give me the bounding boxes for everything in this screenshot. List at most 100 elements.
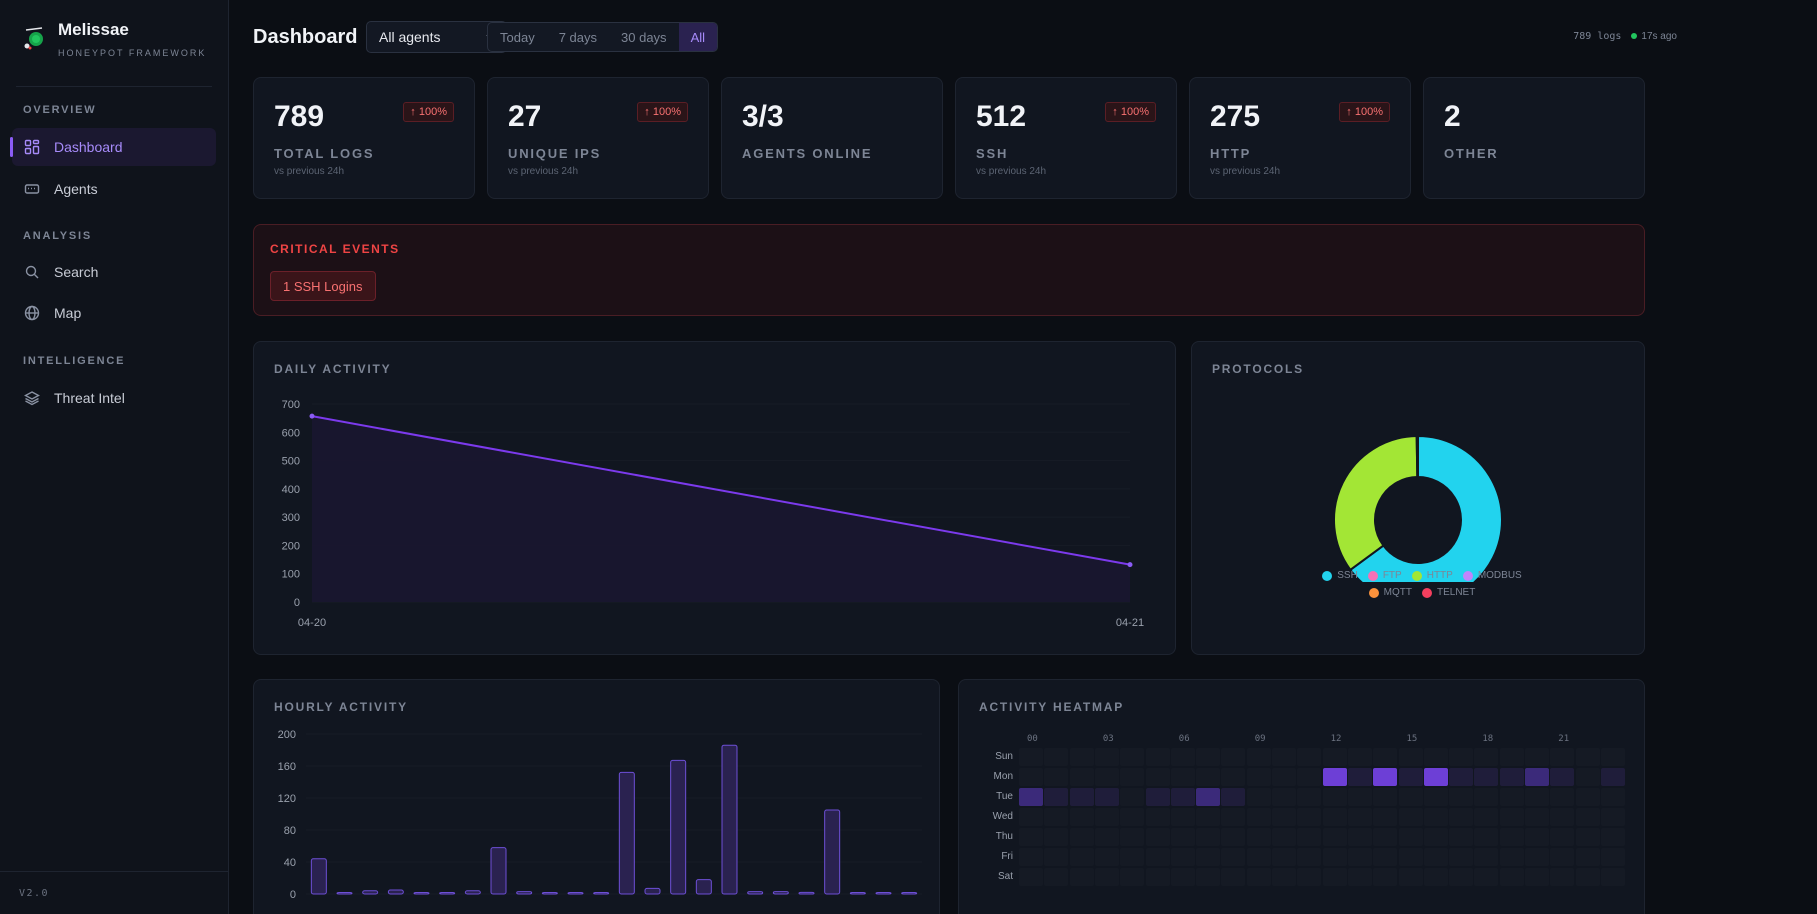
heatmap-cell[interactable] (1120, 808, 1145, 826)
range-7days-button[interactable]: 7 days (558, 29, 598, 45)
heatmap-cell[interactable] (1423, 788, 1448, 806)
heatmap-cell[interactable] (1449, 848, 1474, 866)
heatmap-cell[interactable] (1094, 768, 1119, 786)
heatmap-cell[interactable] (1221, 748, 1246, 766)
range-today-button[interactable]: Today (500, 29, 535, 45)
heatmap-cell[interactable] (1499, 848, 1524, 866)
heatmap-cell[interactable] (1373, 828, 1398, 846)
heatmap-cell[interactable] (1120, 748, 1145, 766)
heatmap-cell[interactable] (1120, 788, 1145, 806)
heatmap-cell[interactable] (1044, 848, 1069, 866)
heatmap-cell[interactable] (1094, 748, 1119, 766)
heatmap-cell[interactable] (1575, 848, 1600, 866)
heatmap-cell[interactable] (1600, 788, 1625, 806)
heatmap-cell[interactable] (1322, 848, 1347, 866)
heatmap-cell[interactable] (1246, 868, 1271, 886)
heatmap-cell[interactable] (1423, 828, 1448, 846)
agent-select[interactable]: All agents (366, 21, 507, 53)
heatmap-cell[interactable] (1499, 788, 1524, 806)
heatmap-cell[interactable] (1145, 788, 1170, 806)
heatmap-cell[interactable] (1170, 828, 1195, 846)
heatmap-cell[interactable] (1297, 828, 1322, 846)
heatmap-cell[interactable] (1575, 768, 1600, 786)
heatmap-cell[interactable] (1170, 868, 1195, 886)
heatmap-cell[interactable] (1120, 828, 1145, 846)
heatmap-cell[interactable] (1449, 868, 1474, 886)
heatmap-cell[interactable] (1322, 828, 1347, 846)
heatmap-cell[interactable] (1600, 748, 1625, 766)
legend-item-ssh[interactable]: SSH (1322, 570, 1358, 581)
range-all-button[interactable]: All (678, 23, 718, 51)
heatmap-cell[interactable] (1550, 828, 1575, 846)
heatmap-cell[interactable] (1094, 848, 1119, 866)
heatmap-cell[interactable] (1525, 768, 1549, 786)
heatmap-cell[interactable] (1347, 748, 1372, 766)
heatmap-cell[interactable] (1221, 808, 1246, 826)
heatmap-cell[interactable] (1196, 828, 1221, 846)
heatmap-cell[interactable] (1550, 748, 1575, 766)
heatmap-cell[interactable] (1449, 808, 1474, 826)
legend-item-http[interactable]: HTTP (1411, 570, 1453, 581)
heatmap-cell[interactable] (1246, 788, 1271, 806)
heatmap-cell[interactable] (1246, 748, 1271, 766)
heatmap-cell[interactable] (1246, 808, 1271, 826)
heatmap-cell[interactable] (1145, 768, 1170, 786)
heatmap-cell[interactable] (1019, 768, 1043, 786)
heatmap-cell[interactable] (1170, 808, 1195, 826)
heatmap-cell[interactable] (1398, 788, 1423, 806)
heatmap-cell[interactable] (1600, 848, 1625, 866)
heatmap-cell[interactable] (1272, 808, 1296, 826)
heatmap-cell[interactable] (1449, 788, 1474, 806)
legend-item-mqtt[interactable]: MQTT (1368, 587, 1412, 598)
heatmap-cell[interactable] (1423, 748, 1448, 766)
heatmap-cell[interactable] (1272, 848, 1296, 866)
heatmap-cell[interactable] (1019, 848, 1043, 866)
heatmap-cell[interactable] (1221, 848, 1246, 866)
heatmap-cell[interactable] (1575, 788, 1600, 806)
heatmap-cell[interactable] (1272, 788, 1296, 806)
heatmap-cell[interactable] (1297, 788, 1322, 806)
heatmap-cell[interactable] (1347, 848, 1372, 866)
heatmap-cell[interactable] (1499, 748, 1524, 766)
heatmap-cell[interactable] (1575, 828, 1600, 846)
heatmap-cell[interactable] (1019, 868, 1043, 886)
heatmap-cell[interactable] (1044, 808, 1069, 826)
heatmap-cell[interactable] (1196, 868, 1221, 886)
heatmap-cell[interactable] (1069, 868, 1094, 886)
heatmap-cell[interactable] (1499, 808, 1524, 826)
heatmap-cell[interactable] (1272, 868, 1296, 886)
heatmap-cell[interactable] (1373, 868, 1398, 886)
heatmap-cell[interactable] (1019, 748, 1043, 766)
heatmap-cell[interactable] (1094, 788, 1119, 806)
heatmap-cell[interactable] (1347, 788, 1372, 806)
heatmap-cell[interactable] (1145, 848, 1170, 866)
sidebar-item-dashboard[interactable]: Dashboard (10, 128, 216, 166)
heatmap-cell[interactable] (1044, 768, 1069, 786)
heatmap-cell[interactable] (1474, 768, 1499, 786)
heatmap-cell[interactable] (1347, 808, 1372, 826)
heatmap-cell[interactable] (1246, 828, 1271, 846)
heatmap-cell[interactable] (1398, 868, 1423, 886)
heatmap-cell[interactable] (1272, 828, 1296, 846)
heatmap-cell[interactable] (1525, 748, 1549, 766)
heatmap-cell[interactable] (1322, 748, 1347, 766)
heatmap-cell[interactable] (1196, 808, 1221, 826)
heatmap-cell[interactable] (1145, 748, 1170, 766)
heatmap-cell[interactable] (1600, 828, 1625, 846)
heatmap-cell[interactable] (1474, 868, 1499, 886)
heatmap-cell[interactable] (1272, 768, 1296, 786)
heatmap-cell[interactable] (1449, 828, 1474, 846)
heatmap-cell[interactable] (1069, 828, 1094, 846)
heatmap-cell[interactable] (1170, 748, 1195, 766)
heatmap-cell[interactable] (1423, 868, 1448, 886)
legend-item-telnet[interactable]: TELNET (1421, 587, 1475, 598)
heatmap-cell[interactable] (1221, 768, 1246, 786)
heatmap-cell[interactable] (1069, 808, 1094, 826)
heatmap-cell[interactable] (1170, 848, 1195, 866)
heatmap-cell[interactable] (1600, 808, 1625, 826)
heatmap-cell[interactable] (1145, 828, 1170, 846)
heatmap-cell[interactable] (1196, 748, 1221, 766)
heatmap-cell[interactable] (1019, 788, 1043, 806)
heatmap-cell[interactable] (1398, 808, 1423, 826)
heatmap-cell[interactable] (1600, 768, 1625, 786)
